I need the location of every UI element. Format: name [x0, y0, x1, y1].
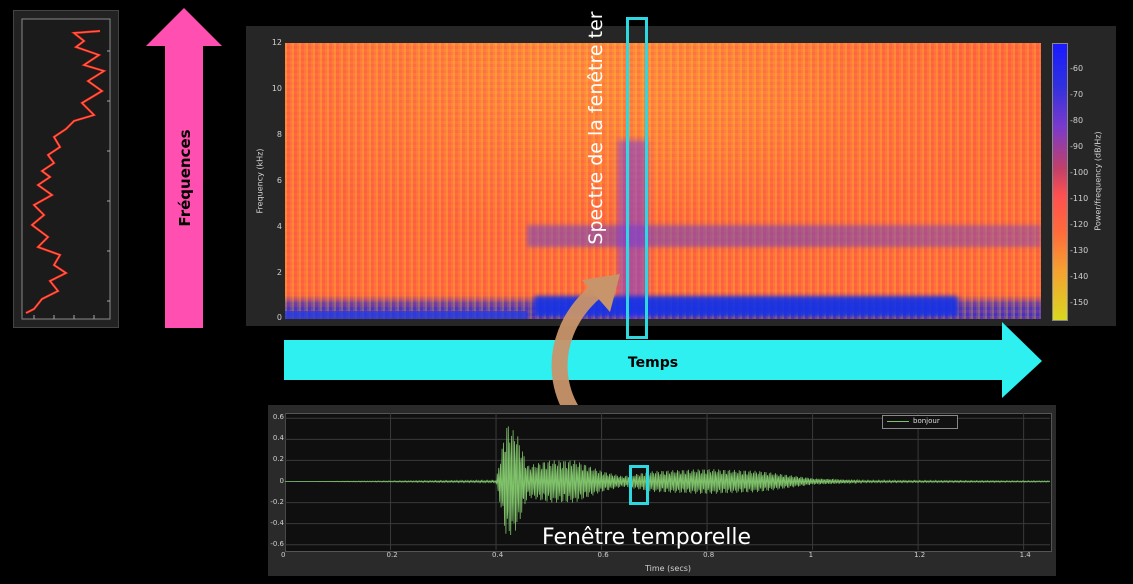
spectrogram-yticks: 12 10 8 6 4 2 0	[262, 38, 282, 322]
ytick-label: 0.2	[272, 455, 284, 464]
spectrum-plot-panel	[13, 10, 119, 328]
colorbar-ticks: -60 -70 -80 -90 -100 -110 -120 -130 -140…	[1070, 43, 1094, 319]
colorbar	[1052, 43, 1068, 321]
colorbar-tick: -130	[1070, 246, 1089, 255]
time-window-label: Fenêtre temporelle	[542, 525, 752, 550]
colorbar-tick: -110	[1070, 194, 1089, 203]
ytick: 2	[276, 268, 282, 277]
ytick: 4	[276, 222, 282, 231]
colorbar-tick: -90	[1070, 142, 1084, 151]
waveform-yticks: 0.6 0.4 0.2 0 -0.2 -0.4 -0.6	[268, 413, 284, 550]
colorbar-tick: -120	[1070, 220, 1089, 229]
xtick-label: 0	[281, 551, 286, 559]
spectrum-plot	[21, 18, 111, 320]
xtick-label: 1.2	[914, 551, 926, 559]
colorbar-tick: -140	[1070, 272, 1089, 281]
spectrum-window-label: Spectre de la fenêtre ter	[585, 11, 607, 245]
frequency-arrow	[146, 8, 222, 328]
xtick-label: 0.4	[492, 551, 504, 559]
waveform-plot	[285, 413, 1050, 550]
frequency-label: Fréquences	[176, 129, 194, 227]
ytick: 12	[271, 38, 282, 47]
time-arrow	[284, 322, 1042, 398]
ytick-label: 0.4	[272, 434, 284, 443]
ytick-label: 0.6	[272, 413, 284, 422]
colorbar-tick: -150	[1070, 298, 1089, 307]
ytick: 8	[276, 130, 282, 139]
legend-label: bonjour	[913, 417, 940, 425]
series-line-bonjour	[285, 426, 1050, 536]
colorbar-tick: -100	[1070, 168, 1089, 177]
colorbar-tick: -60	[1070, 64, 1084, 73]
xtick-label: 0.8	[703, 551, 715, 559]
colorbar-label: Power/frequency (dB/Hz)	[1093, 131, 1103, 231]
waveform-xticks: 0 0.2 0.4 0.6 0.8 1 1.2 1.4	[281, 551, 1050, 561]
time-window-box	[629, 465, 649, 505]
ytick-label: -0.4	[270, 518, 284, 527]
ytick-label: -0.2	[270, 497, 284, 506]
xtick-label: 0.6	[597, 551, 609, 559]
ytick: 6	[276, 176, 282, 185]
legend-line	[887, 421, 909, 422]
ytick-label: 0	[279, 476, 284, 485]
spectrogram-ylabel: Frequency (kHz)	[255, 148, 265, 214]
spectrum-window-box	[626, 17, 648, 339]
waveform-xlabel: Time (secs)	[644, 564, 692, 573]
ytick-label: -0.6	[270, 539, 284, 548]
spectrogram-image	[285, 43, 1041, 319]
wave-legend: bonjour	[882, 415, 958, 429]
ytick: 0	[276, 313, 282, 322]
xtick-label: 0.2	[386, 551, 398, 559]
colorbar-tick: -80	[1070, 116, 1084, 125]
colorbar-tick: -70	[1070, 90, 1084, 99]
xtick-label: 1	[808, 551, 814, 559]
time-label: Temps	[627, 355, 679, 371]
xtick-label: 1.4	[1019, 551, 1031, 559]
ytick: 10	[271, 84, 282, 93]
